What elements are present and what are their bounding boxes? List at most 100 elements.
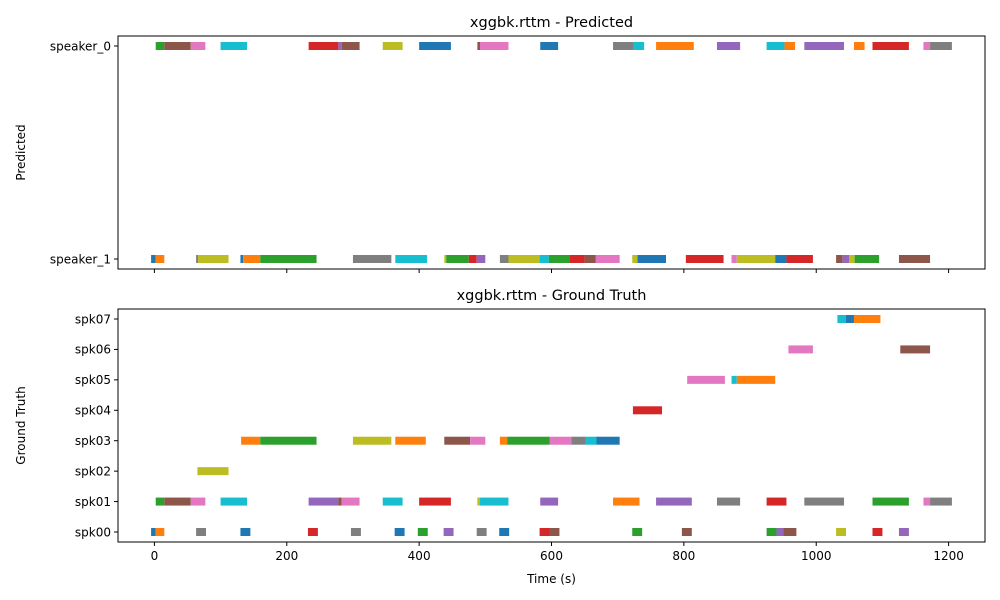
predicted-segment-speaker_0-0 — [155, 42, 165, 50]
predicted-segment-speaker_0-7 — [382, 42, 403, 50]
ground-truth-segment-spk00-51 — [476, 528, 487, 536]
ground-truth-segment-spk00-44 — [196, 528, 207, 536]
ground-truth-y-axis: spk00 spk01 spk02 spk03 spk04 spk05 spk06 spk07 — [75, 312, 118, 539]
predicted-segment-speaker_1-44 — [637, 255, 666, 263]
ground-truth-segment-spk00-60 — [836, 528, 847, 536]
ground-truth-segment-spk07-1 — [846, 315, 854, 323]
ground-truth-segment-spk00-61 — [872, 528, 883, 536]
ground-truth-segment-spk01-25 — [220, 497, 248, 506]
ground-truth-segment-spk00-52 — [499, 528, 510, 536]
ground-truth-x-tick-label-0: 0 — [151, 549, 159, 563]
ground-truth-segment-spk03-20 — [596, 436, 620, 445]
ground-truth-segment-spk00-43 — [155, 528, 165, 536]
predicted-segment-speaker_1-46 — [731, 255, 737, 263]
ground-truth-segment-spk01-37 — [766, 497, 787, 506]
predicted-segment-speaker_1-45 — [685, 255, 724, 263]
predicted-segment-speaker_1-42 — [595, 255, 620, 263]
predicted-segment-speaker_0-9 — [477, 42, 481, 50]
ground-truth-x-axis: 0 200 400 600 800 1000 1200 — [151, 542, 964, 563]
predicted-segment-speaker_1-23 — [151, 255, 156, 263]
ground-truth-y-tick-label-spk06: spk06 — [75, 343, 111, 357]
predicted-segment-speaker_0-18 — [804, 42, 845, 50]
ground-truth-segment-spk00-42 — [151, 528, 156, 536]
predicted-segment-speaker_0-21 — [923, 42, 931, 50]
ground-truth-segment-spk01-28 — [341, 497, 360, 506]
predicted-axes-frame — [117, 35, 986, 270]
ground-truth-segment-spk00-59 — [783, 528, 797, 536]
ground-truth-y-tick-label-spk04: spk04 — [75, 404, 111, 418]
ground-truth-segment-spk00-56 — [681, 528, 692, 536]
predicted-segment-speaker_1-35 — [476, 255, 486, 263]
ground-truth-y-tick-label-spk02: spk02 — [75, 464, 111, 478]
predicted-panel: speaker_1 speaker_0 xggbk.rttm - Predicte… — [14, 15, 986, 273]
ground-truth-segment-spk01-30 — [419, 497, 451, 506]
ground-truth-segment-spk01-24 — [190, 497, 206, 506]
predicted-segment-speaker_1-24 — [155, 255, 165, 263]
predicted-segment-speaker_1-52 — [849, 255, 855, 263]
predicted-segment-speaker_1-43 — [632, 255, 638, 263]
ground-truth-segment-spk01-29 — [382, 497, 403, 506]
predicted-segment-speaker_1-47 — [736, 255, 776, 263]
ground-truth-segment-spk00-45 — [240, 528, 251, 536]
ground-truth-segment-spk00-47 — [350, 528, 361, 536]
ground-truth-segment-spk06-3 — [788, 345, 813, 354]
ground-truth-segment-spk03-12 — [395, 436, 426, 445]
predicted-segment-speaker_0-20 — [872, 42, 909, 50]
ground-truth-y-axis-label: Ground Truth — [14, 386, 28, 464]
ground-truth-x-tick-label-1000: 1000 — [801, 549, 832, 563]
ground-truth-segment-spk05-5 — [687, 375, 725, 384]
ground-truth-chart-title: xggbk.rttm - Ground Truth — [457, 288, 647, 304]
predicted-segment-speaker_1-41 — [584, 255, 596, 263]
predicted-segment-speaker_1-49 — [786, 255, 813, 263]
ground-truth-segment-spk03-19 — [585, 436, 597, 445]
ground-truth-segment-spk01-39 — [872, 497, 909, 506]
ground-truth-y-tick-label-spk07: spk07 — [75, 312, 111, 326]
predicted-segment-speaker_1-48 — [775, 255, 787, 263]
predicted-segment-speaker_1-33 — [446, 255, 469, 263]
predicted-segment-speaker_0-14 — [656, 42, 694, 50]
predicted-y-axis: speaker_1 speaker_0 — [50, 39, 118, 266]
ground-truth-segment-spk07-2 — [853, 315, 881, 323]
ground-truth-segments — [151, 315, 952, 536]
ground-truth-segment-spk00-58 — [776, 528, 784, 536]
ground-truth-x-tick-label-200: 200 — [275, 549, 298, 563]
predicted-segment-speaker_1-53 — [854, 255, 880, 263]
ground-truth-segment-spk03-9 — [241, 436, 261, 445]
ground-truth-segment-spk03-13 — [444, 436, 471, 445]
ground-truth-segment-spk00-62 — [898, 528, 909, 536]
predicted-segments — [151, 42, 952, 263]
ground-truth-segment-spk05-6 — [731, 375, 737, 384]
ground-truth-y-tick-label-spk01: spk01 — [75, 495, 111, 509]
predicted-segment-speaker_0-12 — [613, 42, 634, 50]
predicted-segment-speaker_1-28 — [243, 255, 261, 263]
predicted-segment-speaker_0-22 — [930, 42, 952, 50]
predicted-segment-speaker_0-16 — [766, 42, 785, 50]
predicted-segment-speaker_1-32 — [444, 255, 447, 263]
ground-truth-segment-spk00-54 — [549, 528, 560, 536]
ground-truth-segment-spk03-15 — [499, 436, 508, 445]
ground-truth-segment-spk03-11 — [352, 436, 392, 445]
ground-truth-segment-spk01-32 — [480, 497, 509, 506]
ground-truth-segment-spk00-53 — [539, 528, 550, 536]
ground-truth-x-tick-label-600: 600 — [540, 549, 563, 563]
ground-truth-segment-spk01-33 — [540, 497, 559, 506]
ground-truth-segment-spk03-18 — [571, 436, 586, 445]
ground-truth-segment-spk01-26 — [308, 497, 339, 506]
predicted-segment-speaker_1-39 — [548, 255, 570, 263]
predicted-segment-speaker_1-38 — [539, 255, 549, 263]
ground-truth-axes-frame — [117, 308, 986, 543]
ground-truth-segment-spk01-27 — [338, 497, 342, 506]
predicted-segment-speaker_0-5 — [338, 42, 342, 50]
predicted-y-tick-label-speaker_1: speaker_1 — [50, 252, 111, 266]
ground-truth-segment-spk02-21 — [197, 467, 229, 476]
ground-truth-segment-spk01-40 — [923, 497, 931, 506]
predicted-segment-speaker_1-30 — [352, 255, 392, 263]
predicted-segment-speaker_1-26 — [198, 255, 229, 263]
ground-truth-segment-spk04-8 — [632, 406, 663, 415]
ground-truth-segment-spk00-46 — [307, 528, 318, 536]
ground-truth-segment-spk03-10 — [260, 436, 317, 445]
ground-truth-segment-spk01-34 — [613, 497, 640, 506]
ground-truth-segment-spk06-4 — [900, 345, 931, 354]
ground-truth-segment-spk00-49 — [417, 528, 428, 536]
ground-truth-segment-spk00-48 — [394, 528, 405, 536]
